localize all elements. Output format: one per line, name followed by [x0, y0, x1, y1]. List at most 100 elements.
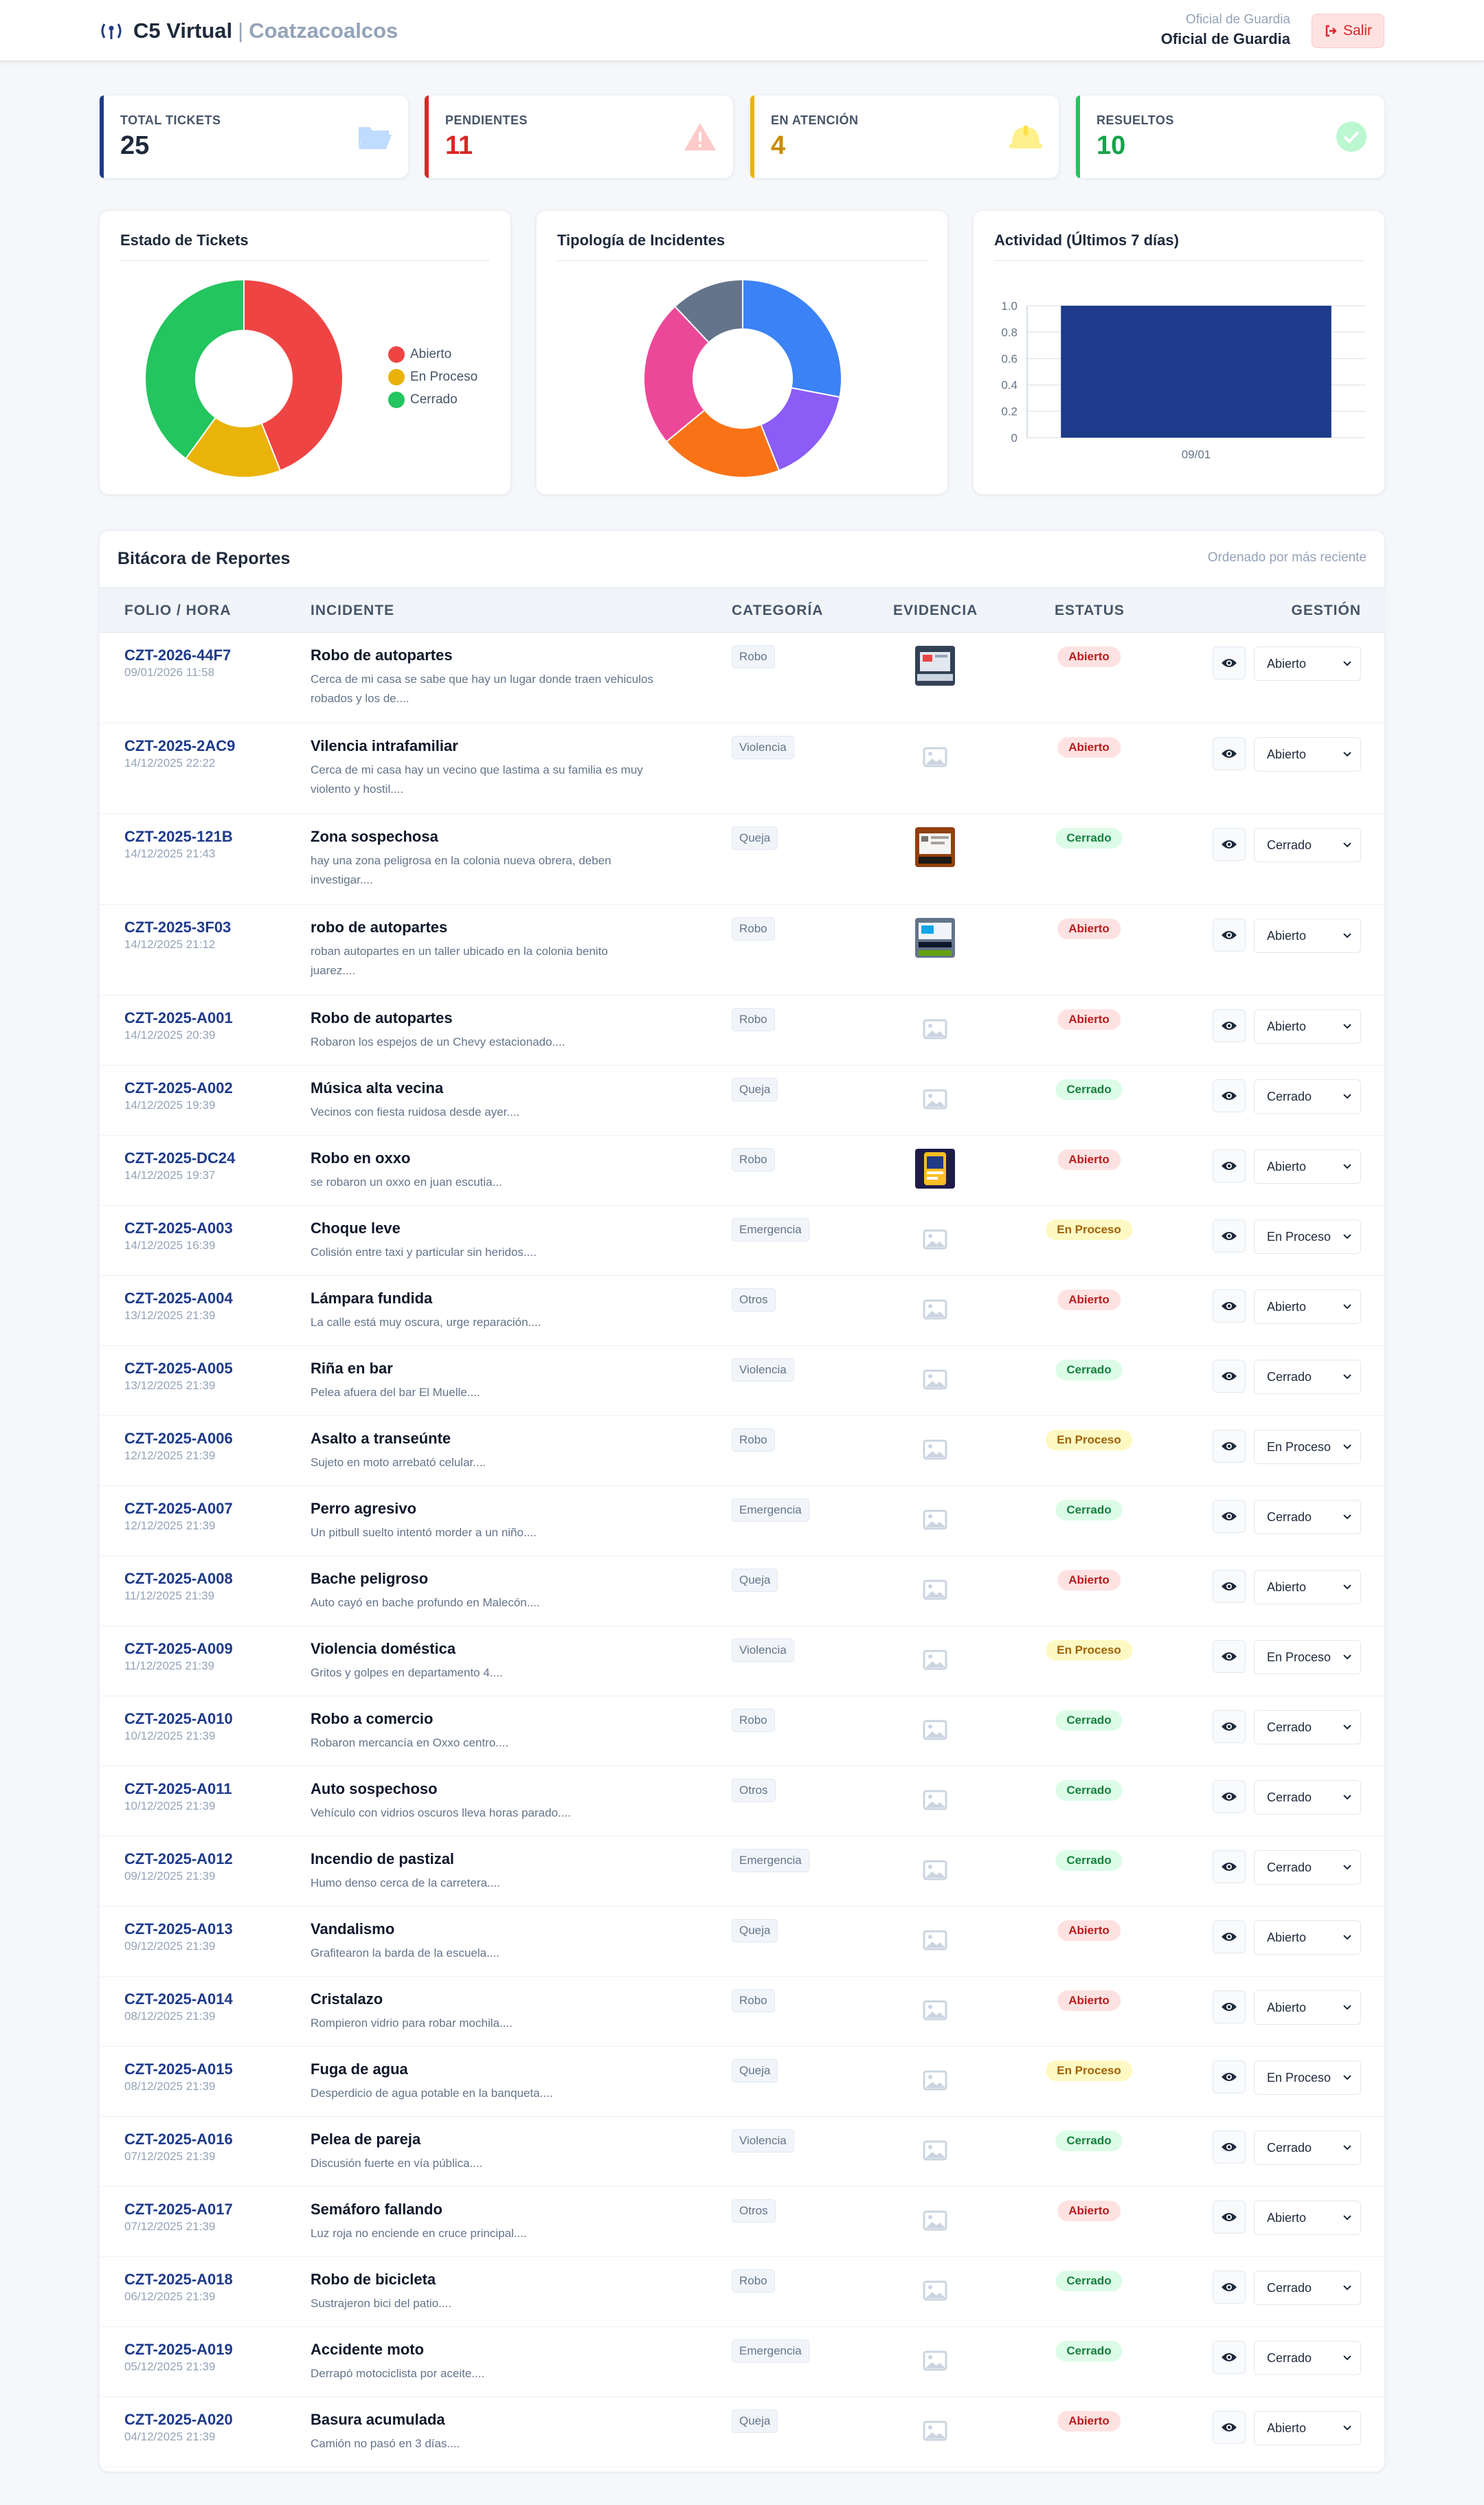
table-row: CZT-2025-A008 11/12/2025 21:39 Bache pelig…	[100, 1556, 1386, 1626]
folio-link[interactable]: CZT-2025-A016	[124, 2131, 233, 2148]
folio-link[interactable]: CZT-2025-3F03	[124, 919, 232, 936]
view-button[interactable]	[1213, 2271, 1246, 2304]
folio-link[interactable]: CZT-2025-A010	[124, 1710, 233, 1727]
view-button[interactable]	[1213, 1710, 1246, 1743]
status-select[interactable]: Cerrado	[1254, 1710, 1361, 1744]
col-evidencia: EVIDENCIA	[893, 603, 978, 618]
view-button[interactable]	[1213, 1149, 1246, 1182]
folio-link[interactable]: CZT-2025-A005	[124, 1360, 233, 1377]
status-select[interactable]: Abierto	[1254, 2201, 1361, 2235]
status-select[interactable]: Cerrado	[1254, 1780, 1361, 1815]
view-button[interactable]	[1213, 828, 1246, 861]
status-select[interactable]: En Proceso	[1254, 1220, 1361, 1254]
status-select[interactable]: En Proceso	[1254, 2060, 1361, 2095]
legend-item[interactable]: Abierto	[388, 343, 477, 366]
folio-link[interactable]: CZT-2025-A013	[124, 1920, 233, 1937]
folio-link[interactable]: CZT-2025-A012	[124, 1850, 233, 1867]
status-select[interactable]: Abierto	[1254, 1149, 1361, 1184]
evidence-thumbnail[interactable]	[914, 1148, 956, 1189]
status-select[interactable]: Cerrado	[1254, 1079, 1361, 1114]
view-button[interactable]	[1213, 1570, 1246, 1603]
view-button[interactable]	[1213, 2341, 1246, 2374]
status-select[interactable]: Abierto	[1254, 1290, 1361, 1324]
folio-link[interactable]: CZT-2025-A015	[124, 2060, 233, 2078]
folio-link[interactable]: CZT-2025-A011	[124, 1780, 232, 1797]
folio-link[interactable]: CZT-2025-A003	[124, 1220, 233, 1237]
status-select[interactable]: Cerrado	[1254, 1500, 1361, 1534]
folio-link[interactable]: CZT-2025-A018	[124, 2271, 233, 2288]
view-button[interactable]	[1213, 2131, 1246, 2164]
folio-link[interactable]: CZT-2025-A004	[124, 1290, 233, 1307]
folio-link[interactable]: CZT-2025-DC24	[124, 1149, 236, 1167]
brand[interactable]: C5 Virtual | Coatzacoalcos	[99, 15, 398, 47]
view-button[interactable]	[1213, 1360, 1246, 1393]
folio-link[interactable]: CZT-2025-A014	[124, 1990, 233, 2008]
folio-link[interactable]: CZT-2025-A007	[124, 1500, 233, 1517]
view-button[interactable]	[1213, 2411, 1246, 2444]
status-select[interactable]: En Proceso	[1254, 1430, 1361, 1464]
status-select[interactable]: Abierto	[1254, 737, 1361, 772]
status-select[interactable]: Abierto	[1254, 1009, 1361, 1044]
status-select[interactable]: Cerrado	[1254, 1360, 1361, 1394]
legend-item[interactable]: Cerrado	[388, 388, 477, 411]
table-row: CZT-2025-121B 14/12/2025 21:43 Zona sospec…	[100, 814, 1386, 905]
city-name: Coatzacoalcos	[249, 19, 398, 43]
status-select[interactable]: Abierto	[1254, 1990, 1361, 2025]
report-date: 12/12/2025 21:39	[124, 1449, 216, 1462]
folio-link[interactable]: CZT-2025-A006	[124, 1430, 233, 1447]
folio-link[interactable]: CZT-2025-A002	[124, 1079, 233, 1097]
folio-link[interactable]: CZT-2025-A008	[124, 1570, 233, 1587]
folio-link[interactable]: CZT-2025-A009	[124, 1640, 233, 1657]
col-incidente: INCIDENTE	[311, 603, 395, 618]
status-badge: Cerrado	[1055, 1710, 1123, 1731]
view-button[interactable]	[1213, 2201, 1246, 2234]
folio-link[interactable]: CZT-2025-A020	[124, 2411, 233, 2428]
view-button[interactable]	[1213, 1079, 1246, 1112]
status-select[interactable]: Cerrado	[1254, 2131, 1361, 2165]
folio-link[interactable]: CZT-2025-A017	[124, 2201, 233, 2218]
stat-value: 25	[120, 131, 150, 160]
status-select[interactable]: En Proceso	[1254, 1640, 1361, 1674]
view-button[interactable]	[1213, 1500, 1246, 1533]
folio-link[interactable]: CZT-2025-121B	[124, 828, 233, 845]
view-button[interactable]	[1213, 1640, 1246, 1673]
view-button[interactable]	[1213, 2060, 1246, 2093]
evidence-thumbnail[interactable]	[914, 917, 956, 958]
folio-link[interactable]: CZT-2026-44F7	[124, 647, 232, 664]
status-select[interactable]: Abierto	[1254, 919, 1361, 953]
view-button[interactable]	[1213, 1850, 1246, 1883]
chevron-down-icon	[1343, 2145, 1351, 2150]
eye-icon	[1222, 931, 1237, 939]
logout-button[interactable]: Salir	[1312, 14, 1384, 48]
view-button[interactable]	[1213, 1430, 1246, 1463]
view-button[interactable]	[1213, 1780, 1246, 1813]
status-select[interactable]: Abierto	[1254, 1570, 1361, 1604]
incident-title: Robo a comercio	[311, 1710, 434, 1727]
evidence-thumbnail[interactable]	[914, 827, 956, 868]
status-select[interactable]: Cerrado	[1254, 1850, 1361, 1885]
status-select-value: En Proceso	[1267, 1230, 1331, 1244]
status-select[interactable]: Abierto	[1254, 2411, 1361, 2445]
folio-link[interactable]: CZT-2025-A019	[124, 2341, 233, 2358]
view-button[interactable]	[1213, 737, 1246, 770]
folio-link[interactable]: CZT-2025-2AC9	[124, 737, 236, 754]
eye-icon	[1222, 1302, 1237, 1310]
status-select[interactable]: Abierto	[1254, 647, 1361, 681]
table-row: CZT-2025-2AC9 14/12/2025 22:22 Vilencia in…	[100, 723, 1386, 814]
folio-link[interactable]: CZT-2025-A001	[124, 1009, 233, 1026]
view-button[interactable]	[1213, 1009, 1246, 1042]
view-button[interactable]	[1213, 1290, 1246, 1323]
incident-title: Bache peligroso	[311, 1570, 429, 1587]
evidence-thumbnail[interactable]	[914, 645, 956, 686]
status-select[interactable]: Cerrado	[1254, 2271, 1361, 2305]
report-date: 05/12/2025 21:39	[124, 2360, 216, 2373]
view-button[interactable]	[1213, 647, 1246, 679]
legend-item[interactable]: En Proceso	[388, 366, 477, 388]
view-button[interactable]	[1213, 1220, 1246, 1252]
status-select[interactable]: Cerrado	[1254, 2341, 1361, 2375]
status-select[interactable]: Abierto	[1254, 1920, 1361, 1955]
view-button[interactable]	[1213, 1990, 1246, 2023]
status-select[interactable]: Cerrado	[1254, 828, 1361, 862]
view-button[interactable]	[1213, 919, 1246, 952]
view-button[interactable]	[1213, 1920, 1246, 1953]
